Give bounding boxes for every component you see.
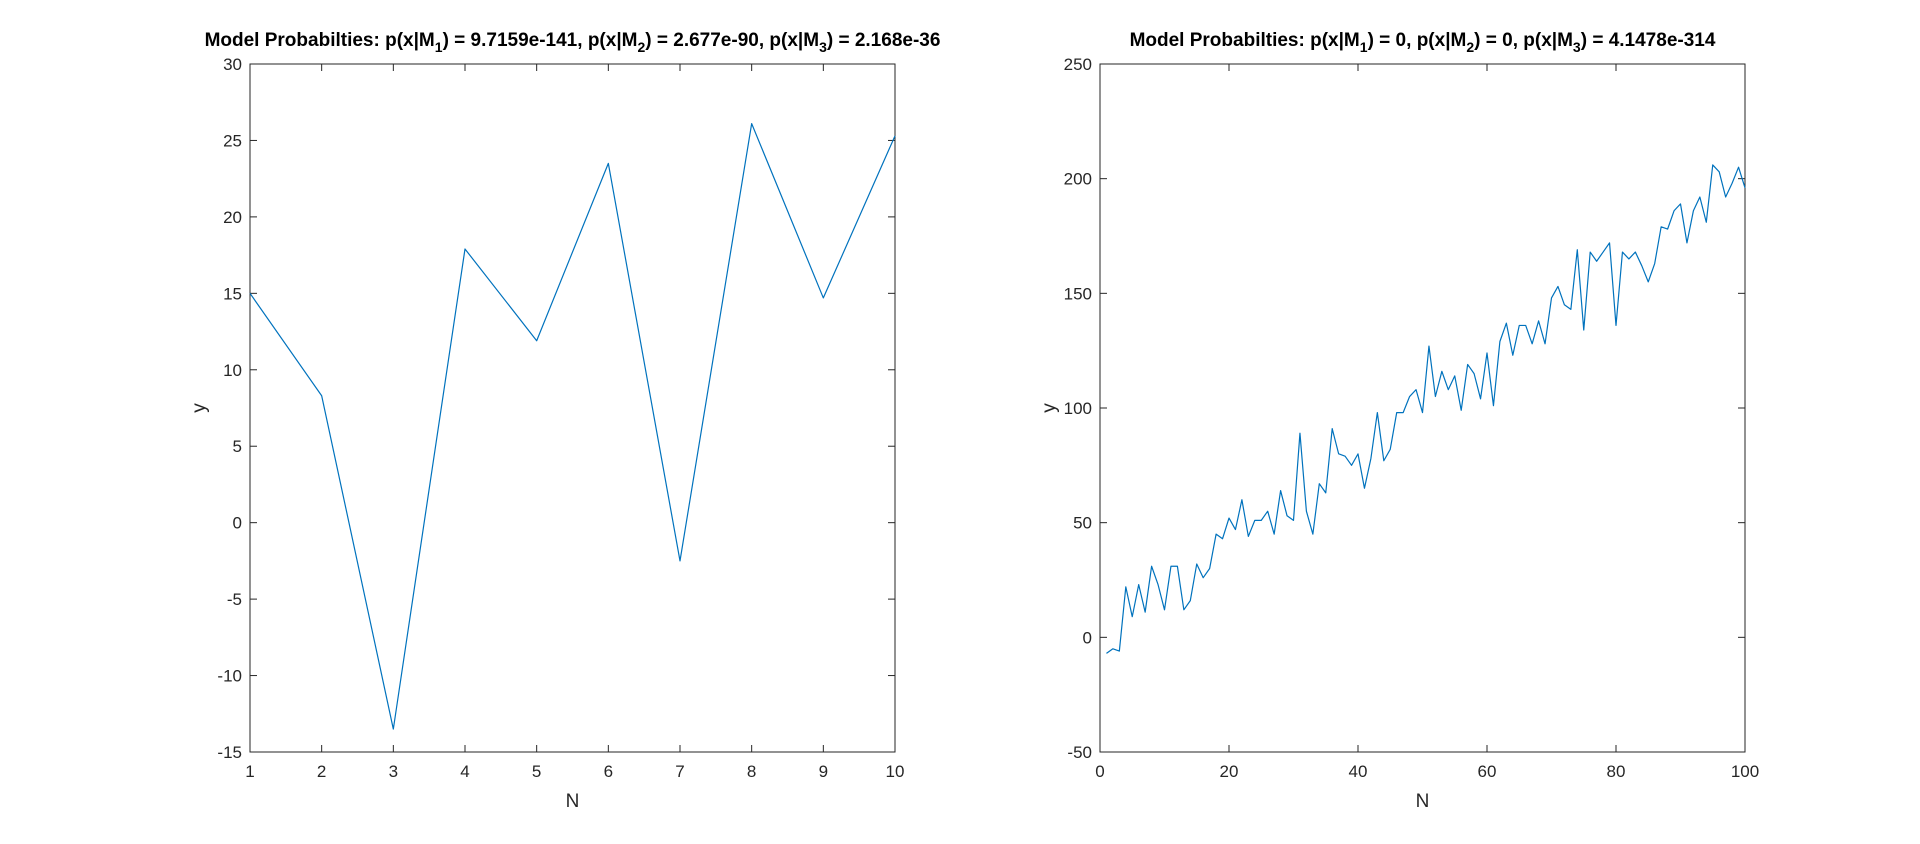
y-axis-label: y — [189, 403, 210, 413]
y-tick-label: 5 — [233, 437, 242, 456]
y-tick-label: 25 — [223, 131, 242, 150]
y-tick-label: -5 — [227, 590, 242, 609]
x-axis-label: N — [566, 791, 580, 812]
x-axis-label: N — [1416, 791, 1430, 812]
y-tick-label: 200 — [1064, 170, 1092, 189]
title-separator: , — [577, 30, 588, 51]
x-tick-label: 0 — [1095, 762, 1104, 781]
title-term-subscript: 1 — [1360, 39, 1368, 55]
title-term-rhs: ) = 2.168e-36 — [827, 30, 941, 51]
chart-panel-2: Model Probabilties: p(x|M1) = 0, p(x|M2)… — [1039, 30, 1759, 812]
title-prefix: Model Probabilties: — [205, 30, 386, 51]
title-term-lhs: p(x|M — [1310, 30, 1360, 51]
x-tick-label: 7 — [675, 762, 684, 781]
x-tick-label: 2 — [317, 762, 326, 781]
y-tick-label: 10 — [223, 361, 242, 380]
plot-area — [249, 63, 896, 753]
title-separator: , — [1513, 30, 1524, 51]
x-tick-label: 5 — [532, 762, 541, 781]
x-tick-label: 80 — [1607, 762, 1626, 781]
x-tick-label: 6 — [604, 762, 613, 781]
x-tick-label: 40 — [1349, 762, 1368, 781]
title-term-subscript: 1 — [435, 39, 443, 55]
title-term-rhs: ) = 0 — [1474, 30, 1513, 51]
title-term-rhs: ) = 9.7159e-141 — [443, 30, 578, 51]
y-tick-label: 250 — [1064, 55, 1092, 74]
series-line — [1106, 164, 1746, 654]
title-term-subscript: 2 — [1466, 39, 1474, 55]
y-axis-label: y — [1039, 403, 1060, 413]
x-tick-label: 60 — [1478, 762, 1497, 781]
y-tick-label: 15 — [223, 284, 242, 303]
x-tick-label: 1 — [245, 762, 254, 781]
y-tick-label: 30 — [223, 55, 242, 74]
x-tick-label: 3 — [389, 762, 398, 781]
series-line — [249, 123, 896, 730]
y-tick-label: 100 — [1064, 399, 1092, 418]
title-term-subscript: 2 — [637, 39, 645, 55]
title-prefix: Model Probabilties: — [1130, 30, 1311, 51]
y-tick-label: -15 — [217, 743, 242, 762]
title-term-lhs: p(x|M — [769, 30, 819, 51]
y-tick-label: 0 — [1083, 628, 1092, 647]
title-term-subscript: 3 — [819, 39, 827, 55]
y-tick-label: -50 — [1067, 743, 1092, 762]
chart-panel-1: Model Probabilties: p(x|M1) = 9.7159e-14… — [189, 30, 940, 812]
x-tick-label: 9 — [819, 762, 828, 781]
title-term-subscript: 3 — [1573, 39, 1581, 55]
y-tick-label: 20 — [223, 208, 242, 227]
title-term-lhs: p(x|M — [588, 30, 638, 51]
title-separator: , — [1406, 30, 1417, 51]
title-term-rhs: ) = 4.1478e-314 — [1581, 30, 1716, 51]
y-tick-label: -10 — [217, 667, 242, 686]
x-tick-label: 10 — [886, 762, 905, 781]
title-term-rhs: ) = 0 — [1368, 30, 1407, 51]
title-term-lhs: p(x|M — [1523, 30, 1573, 51]
x-tick-label: 8 — [747, 762, 756, 781]
title-separator: , — [759, 30, 770, 51]
chart-title: Model Probabilties: p(x|M1) = 0, p(x|M2)… — [1130, 30, 1716, 55]
title-term-rhs: ) = 2.677e-90 — [645, 30, 759, 51]
y-tick-label: 150 — [1064, 284, 1092, 303]
y-tick-label: 0 — [233, 514, 242, 533]
title-term-lhs: p(x|M — [385, 30, 435, 51]
x-tick-label: 4 — [460, 762, 469, 781]
y-tick-label: 50 — [1073, 514, 1092, 533]
chart-title: Model Probabilties: p(x|M1) = 9.7159e-14… — [205, 30, 941, 55]
x-tick-label: 100 — [1731, 762, 1759, 781]
title-term-lhs: p(x|M — [1417, 30, 1467, 51]
x-tick-label: 20 — [1220, 762, 1239, 781]
